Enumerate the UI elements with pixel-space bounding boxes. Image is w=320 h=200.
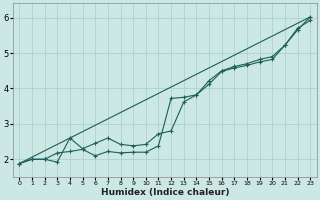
- X-axis label: Humidex (Indice chaleur): Humidex (Indice chaleur): [100, 188, 229, 197]
